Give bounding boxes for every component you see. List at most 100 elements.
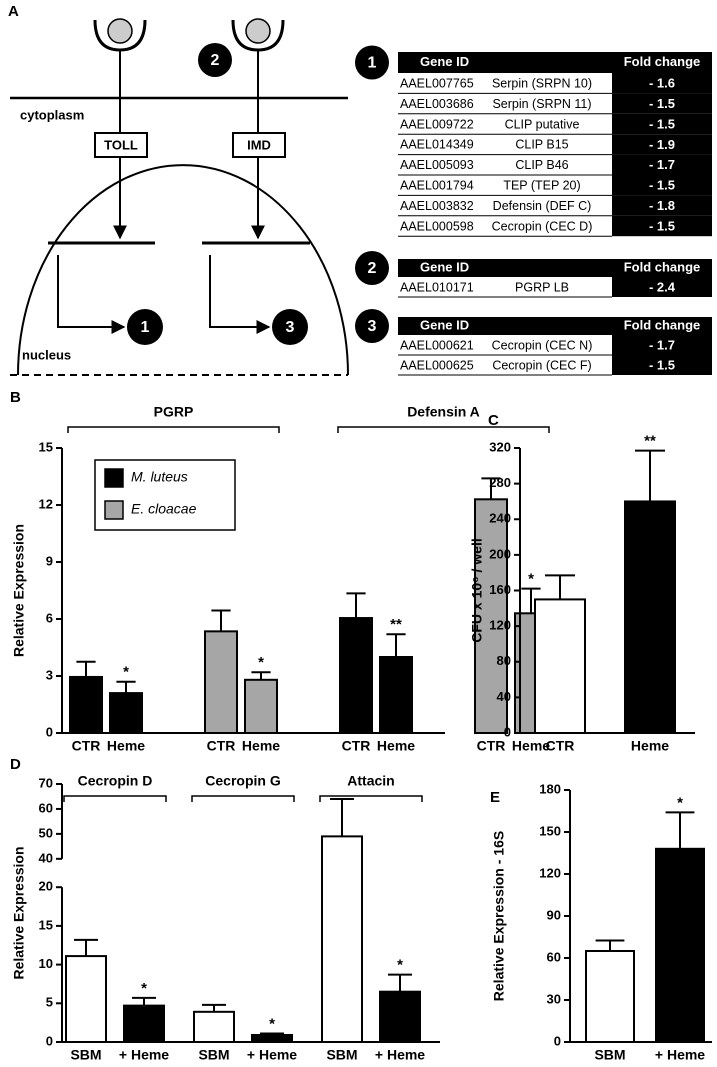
- y-tick-label: 0: [46, 1033, 53, 1048]
- x-tick-label: CTR: [207, 738, 236, 754]
- legend-swatch: [104, 500, 124, 520]
- y-tick-label: 20: [39, 879, 53, 894]
- x-tick-label: SBM: [594, 1047, 625, 1063]
- bar: [379, 656, 413, 734]
- y-tick-label: 240: [489, 511, 511, 526]
- bar: [251, 1034, 293, 1044]
- panel-label: C: [488, 412, 499, 429]
- y-tick-label: 120: [539, 865, 561, 880]
- table-cell: Cecropin (CEC F): [492, 358, 591, 372]
- header-cell: Fold change: [624, 259, 701, 274]
- x-tick-label: Heme: [377, 738, 415, 754]
- bar: [204, 630, 238, 734]
- table-cell: - 1.5: [649, 357, 675, 372]
- y-tick-label: 30: [547, 991, 561, 1006]
- table-cell: AAEL009722: [400, 117, 474, 131]
- table-cell: Cecropin (CEC N): [492, 338, 593, 352]
- bar: [534, 598, 586, 734]
- table-cell: CLIP putative: [505, 117, 580, 131]
- significance: *: [258, 654, 264, 671]
- axis-break: [54, 862, 70, 884]
- badge-label: 3: [286, 319, 295, 336]
- receptor-label: TOLL: [104, 137, 138, 152]
- header-cell: Gene ID: [420, 317, 469, 332]
- badge-label: 2: [211, 52, 220, 69]
- table-cell: AAEL000598: [400, 219, 474, 233]
- table-header: [398, 52, 712, 73]
- significance: **: [644, 433, 656, 450]
- table-cell: Defensin (DEF C): [493, 199, 592, 213]
- y-tick-label: 70: [39, 775, 53, 790]
- y-tick-label: 9: [46, 553, 53, 568]
- x-tick-label: CTR: [546, 738, 575, 754]
- table-cell: AAEL003832: [400, 199, 474, 213]
- arrow: [57, 255, 126, 334]
- y-tick-label: 200: [489, 546, 511, 561]
- x-tick-label: Heme: [242, 738, 280, 754]
- table-cell: AAEL007765: [400, 76, 474, 90]
- panel-label: E: [490, 789, 500, 806]
- y-axis-title: Relative Expression: [11, 846, 27, 979]
- y-tick-label: 320: [489, 439, 511, 454]
- group-bracket: [63, 795, 167, 802]
- table-cell: Cecropin (CEC D): [492, 219, 593, 233]
- membrane-label: cytoplasm: [20, 107, 84, 122]
- significance: **: [390, 616, 402, 633]
- table-cell: AAEL014349: [400, 138, 474, 152]
- table-cell: AAEL005093: [400, 158, 474, 172]
- panel-label: B: [10, 389, 21, 406]
- badge-label: 1: [368, 55, 377, 72]
- y-tick-label: 120: [489, 618, 511, 633]
- group-label: Defensin A: [407, 404, 480, 420]
- table-cell: - 1.7: [649, 157, 675, 172]
- panel-label: D: [10, 756, 21, 773]
- y-tick-label: 40: [39, 850, 53, 865]
- x-tick-label: + Heme: [375, 1047, 425, 1063]
- legend-swatch: [104, 468, 124, 488]
- y-axis-title: Relative Expression: [11, 524, 27, 657]
- panel-label: A: [8, 3, 19, 20]
- x-tick-label: + Heme: [655, 1047, 705, 1063]
- table-cell: - 1.5: [649, 116, 675, 131]
- y-tick-label: 80: [497, 653, 511, 668]
- nucleus: [17, 164, 349, 376]
- x-tick-label: CTR: [477, 738, 506, 754]
- legend-label: M. luteus: [131, 469, 188, 485]
- fold-cell: [612, 154, 712, 175]
- table-cell: CLIP B46: [515, 158, 568, 172]
- badge-label: 1: [141, 319, 150, 336]
- ligand: [245, 18, 271, 44]
- fold-cell: [612, 134, 712, 155]
- y-tick-label: 50: [39, 825, 53, 840]
- table-header: [398, 317, 712, 335]
- header-cell: Fold change: [624, 54, 701, 69]
- fold-cell: [612, 93, 712, 114]
- y-tick-label: 0: [504, 724, 511, 739]
- table-cell: - 1.8: [649, 198, 675, 213]
- significance: *: [141, 980, 147, 997]
- group-label: Attacin: [347, 773, 394, 789]
- badge: [127, 309, 163, 345]
- x-tick-label: CTR: [342, 738, 371, 754]
- y-tick-label: 3: [46, 667, 53, 682]
- table-cell: Serpin (SRPN 11): [492, 97, 591, 111]
- y-tick-label: 15: [39, 917, 53, 932]
- y-tick-label: 180: [539, 781, 561, 796]
- x-tick-label: Heme: [631, 738, 669, 754]
- ligand: [107, 18, 133, 44]
- badge: [355, 45, 389, 80]
- bar: [655, 847, 705, 1043]
- badge-label: 2: [368, 260, 377, 277]
- group-label: Cecropin D: [78, 773, 153, 789]
- table-cell: - 1.9: [649, 137, 675, 152]
- y-tick-label: 10: [39, 956, 53, 971]
- table-header: [398, 259, 712, 277]
- table-cell: AAEL000621: [400, 338, 474, 352]
- fold-cell: [612, 355, 712, 375]
- y-axis-title: Relative Expression - 16S: [491, 831, 507, 1001]
- table-cell: - 1.5: [649, 178, 675, 193]
- x-tick-label: SBM: [70, 1047, 101, 1063]
- y-tick-label: 280: [489, 475, 511, 490]
- header-cell: Gene ID: [420, 54, 469, 69]
